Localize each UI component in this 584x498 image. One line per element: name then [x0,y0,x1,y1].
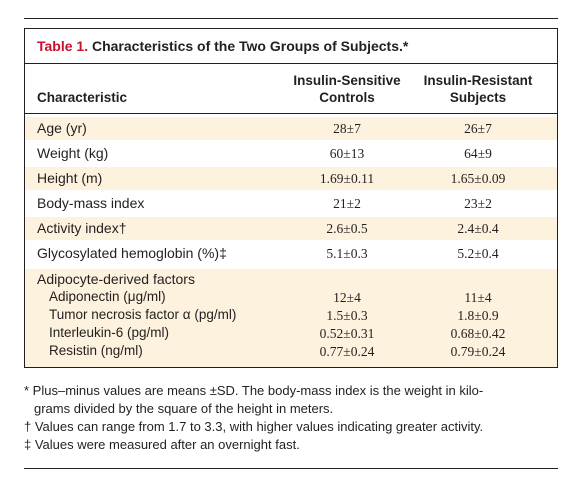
footnotes: * Plus–minus values are means ±SD. The b… [24,382,558,454]
header-insulin-sensitive-line2: Controls [319,90,375,105]
row-value-subjects: 5.2±0.4 [457,246,499,261]
row-value-controls: 0.77±0.24 [319,344,375,359]
row-value-subjects: 0.79±0.24 [450,344,506,359]
row-value-subjects: 2.4±0.4 [457,221,499,236]
row-label: Weight (kg) [37,145,109,161]
row-value-controls: 5.1±0.3 [326,246,368,261]
row-value-controls: 1.69±0.11 [319,171,375,186]
table-row: Tumor necrosis factor α (pg/ml) 1.5±0.3 … [25,307,557,325]
row-label: Height (m) [37,170,103,186]
table-row: Resistin (ng/ml) 0.77±0.24 0.79±0.24 [25,343,557,361]
top-rule [24,18,558,19]
footnote-fast: ‡ Values were measured after an overnigh… [24,437,300,452]
header-insulin-resistant-line2: Subjects [449,90,507,105]
row-value-controls: 60±13 [329,146,365,161]
row-value-controls: 12±4 [333,290,361,305]
row-value-controls: 1.5±0.3 [326,308,368,323]
row-value-subjects: 1.8±0.9 [457,308,499,323]
title-rule [25,63,557,64]
data-table: Table 1. Characteristics of the Two Grou… [24,28,558,368]
footnote-sd: * Plus–minus values are means ±SD. The b… [24,383,484,398]
row-value-subjects: 23±2 [464,196,492,211]
header-insulin-sensitive-line1: Insulin-Sensitive [293,73,401,88]
group-label: Adipocyte-derived factors [37,271,195,287]
table-row: Body-mass index 21±2 23±2 [25,192,557,215]
row-value-controls: 21±2 [333,196,361,211]
table-row: Weight (kg) 60±13 64±9 [25,142,557,165]
row-value-controls: 2.6±0.5 [326,221,368,236]
row-label: Resistin (ng/ml) [49,343,143,358]
row-value-subjects: 11±4 [464,290,492,305]
row-value-subjects: 26±7 [464,121,492,136]
table-row: Interleukin-6 (pg/ml) 0.52±0.31 0.68±0.4… [25,325,557,343]
bottom-rule [24,468,558,469]
footnote-activity: † Values can range from 1.7 to 3.3, with… [24,419,484,434]
header-rule [25,113,557,114]
row-value-subjects: 1.65±0.09 [450,171,506,186]
row-value-controls: 28±7 [333,121,361,136]
row-label: Tumor necrosis factor α (pg/ml) [49,307,237,322]
row-value-controls: 0.52±0.31 [319,326,375,341]
row-label: Activity index† [37,220,127,236]
table-row: Glycosylated hemoglobin (%)‡ 5.1±0.3 5.2… [25,242,557,265]
adipocyte-group: Adipocyte-derived factors Adiponectin (μ… [25,269,557,367]
header-insulin-resistant-line1: Insulin-Resistant [423,73,533,88]
row-label: Body-mass index [37,195,145,211]
row-value-subjects: 64±9 [464,146,492,161]
row-label: Interleukin-6 (pg/ml) [49,325,170,340]
header-insulin-sensitive: Insulin-Sensitive Controls [287,72,407,106]
table-row: Adiponectin (μg/ml) 12±4 11±4 [25,289,557,307]
table-title: Table 1. Characteristics of the Two Grou… [37,38,408,54]
row-label: Age (yr) [37,120,87,136]
table-caption: Characteristics of the Two Groups of Sub… [88,38,409,54]
header-characteristic: Characteristic [37,90,128,105]
table-row: Height (m) 1.69±0.11 1.65±0.09 [25,167,557,190]
table-row: Age (yr) 28±7 26±7 [25,117,557,140]
table-number: Table 1. [37,38,89,54]
row-value-subjects: 0.68±0.42 [450,326,506,341]
footnote-sd-continued: grams divided by the square of the heigh… [34,401,334,416]
row-label: Adiponectin (μg/ml) [49,289,166,304]
table-row: Activity index† 2.6±0.5 2.4±0.4 [25,217,557,240]
header-insulin-resistant: Insulin-Resistant Subjects [417,72,539,106]
row-label: Glycosylated hemoglobin (%)‡ [37,245,227,261]
